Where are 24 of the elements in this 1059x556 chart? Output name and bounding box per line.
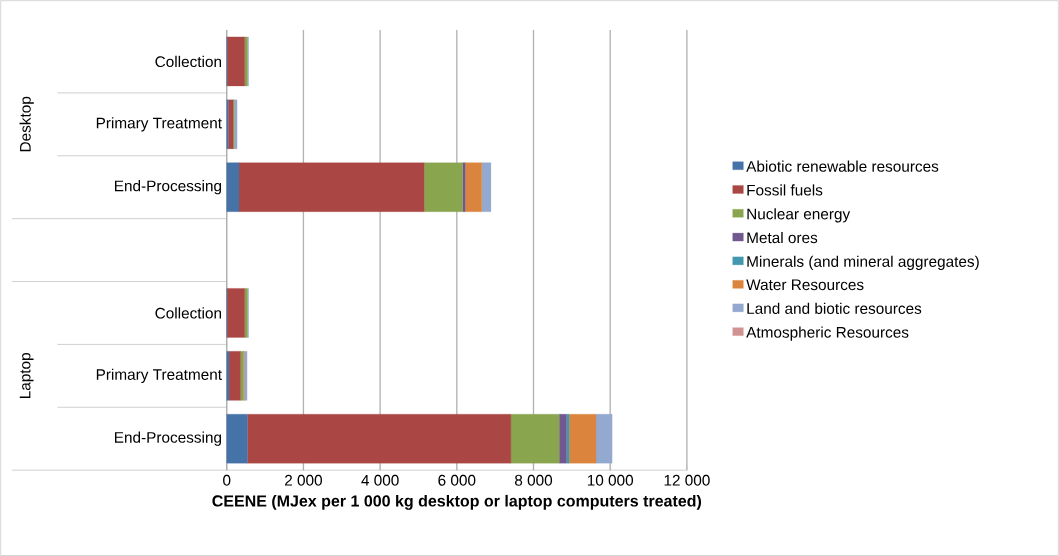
legend-label: Fossil fuels: [747, 184, 823, 196]
y-tick-label: Primary Treatment: [96, 117, 222, 132]
legend-label: Water Resources: [746, 279, 864, 291]
x-tick-label: 0: [223, 474, 231, 486]
y-tick-label: Collection: [155, 55, 222, 67]
x-tick-label: 2 000: [285, 474, 322, 486]
x-tick-label: 6 000: [438, 474, 476, 486]
legend-label: Atmospheric Resources: [746, 326, 909, 341]
x-tick-label: 8 000: [514, 474, 553, 486]
text: Laptop: [19, 352, 34, 398]
x-axis-title: CEENE (MJex per 1 000 kg desktop or laptop computers treated): [212, 494, 702, 510]
legend-label: Land and biotic resources: [747, 302, 922, 314]
x-tick-label: 12 000: [664, 474, 710, 486]
legend-label: Nuclear energy: [747, 208, 851, 223]
y-tick-label: Primary Treatment: [96, 368, 222, 383]
legend-label: Metal ores: [747, 231, 818, 244]
legend-label: Abiotic renewable resources: [746, 160, 939, 172]
legend-label: Minerals (and mineral aggregates): [747, 255, 979, 270]
x-tick-label: 10 000: [587, 474, 634, 486]
y-tick-label: End-Processing: [115, 179, 222, 195]
y-tick-label: Collection: [155, 307, 222, 319]
y-tick-label: End-Processing: [115, 431, 222, 446]
text: Desktop: [19, 96, 34, 152]
x-tick-label: 4 000: [361, 474, 399, 486]
